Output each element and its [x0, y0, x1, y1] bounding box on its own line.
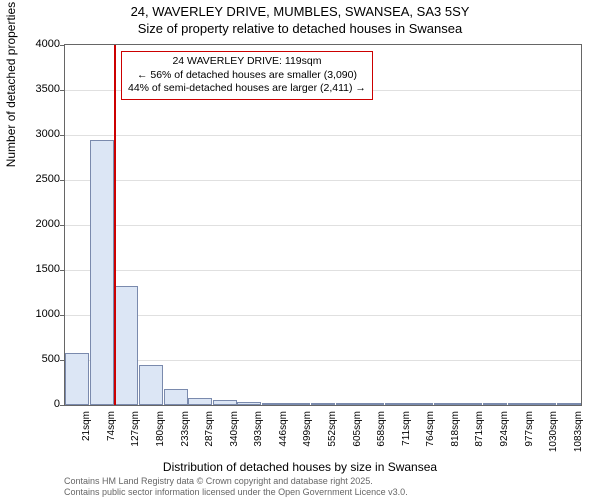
xtick-label: 924sqm — [499, 411, 510, 461]
histogram-bar — [483, 403, 507, 405]
histogram-bar — [434, 403, 458, 405]
xtick-label: 1030sqm — [548, 411, 559, 461]
histogram-bar — [557, 403, 581, 405]
xtick-label: 446sqm — [278, 411, 289, 461]
xtick-label: 552sqm — [327, 411, 338, 461]
ytick-label: 0 — [20, 398, 60, 410]
ytick-label: 1000 — [20, 308, 60, 320]
histogram-bar — [90, 140, 114, 406]
histogram-bar — [360, 403, 384, 405]
histogram-bar — [188, 398, 212, 405]
ytick-mark — [60, 225, 65, 226]
footer-line-2: Contains public sector information licen… — [64, 487, 408, 497]
xtick-label: 233sqm — [180, 411, 191, 461]
grid-line — [65, 315, 581, 316]
footer-attribution: Contains HM Land Registry data © Crown c… — [64, 476, 408, 498]
histogram-bar — [532, 403, 556, 405]
ytick-mark — [60, 45, 65, 46]
ytick-label: 2000 — [20, 218, 60, 230]
xtick-label: 1083sqm — [573, 411, 584, 461]
grid-line — [65, 180, 581, 181]
ytick-mark — [60, 315, 65, 316]
xtick-label: 393sqm — [253, 411, 264, 461]
grid-line — [65, 360, 581, 361]
histogram-bar — [213, 400, 237, 405]
grid-line — [65, 225, 581, 226]
ytick-label: 2500 — [20, 173, 60, 185]
xtick-label: 871sqm — [474, 411, 485, 461]
annotation-line-3: 44% of semi-detached houses are larger (… — [128, 82, 366, 94]
xtick-label: 977sqm — [524, 411, 535, 461]
ytick-mark — [60, 180, 65, 181]
xtick-label: 818sqm — [450, 411, 461, 461]
histogram-bar — [385, 403, 409, 405]
xtick-label: 605sqm — [352, 411, 363, 461]
histogram-bar — [237, 402, 261, 405]
histogram-bar — [286, 403, 310, 405]
histogram-bar — [508, 403, 532, 405]
title-line-2: Size of property relative to detached ho… — [138, 21, 462, 36]
x-axis-label: Distribution of detached houses by size … — [0, 460, 600, 474]
ytick-label: 1500 — [20, 263, 60, 275]
histogram-bar — [164, 389, 188, 405]
ytick-label: 3000 — [20, 128, 60, 140]
histogram-bar — [114, 286, 138, 405]
xtick-label: 711sqm — [401, 411, 412, 461]
annotation-line-2: ← 56% of detached houses are smaller (3,… — [137, 69, 357, 81]
y-axis-label: Number of detached properties — [4, 2, 18, 167]
xtick-label: 74sqm — [106, 411, 117, 461]
ytick-mark — [60, 270, 65, 271]
xtick-label: 287sqm — [204, 411, 215, 461]
histogram-bar — [139, 365, 163, 405]
title-line-1: 24, WAVERLEY DRIVE, MUMBLES, SWANSEA, SA… — [131, 4, 470, 19]
histogram-bar — [65, 353, 89, 405]
reference-line — [114, 45, 116, 405]
ytick-mark — [60, 135, 65, 136]
histogram-bar — [458, 403, 482, 405]
histogram-bar — [262, 403, 286, 405]
histogram-bar — [336, 403, 360, 405]
xtick-label: 21sqm — [81, 411, 92, 461]
histogram-bar — [311, 403, 335, 405]
ytick-label: 3500 — [20, 83, 60, 95]
chart-title: 24, WAVERLEY DRIVE, MUMBLES, SWANSEA, SA… — [0, 0, 600, 38]
xtick-label: 340sqm — [229, 411, 240, 461]
chart-container: 24, WAVERLEY DRIVE, MUMBLES, SWANSEA, SA… — [0, 0, 600, 500]
ytick-mark — [60, 405, 65, 406]
plot-area: 24 WAVERLEY DRIVE: 119sqm ← 56% of detac… — [64, 44, 582, 406]
grid-line — [65, 135, 581, 136]
histogram-bar — [409, 403, 433, 405]
annotation-line-1: 24 WAVERLEY DRIVE: 119sqm — [172, 55, 321, 67]
footer-line-1: Contains HM Land Registry data © Crown c… — [64, 476, 373, 486]
xtick-label: 658sqm — [376, 411, 387, 461]
xtick-label: 180sqm — [155, 411, 166, 461]
xtick-label: 764sqm — [425, 411, 436, 461]
grid-line — [65, 270, 581, 271]
xtick-label: 127sqm — [130, 411, 141, 461]
ytick-label: 4000 — [20, 38, 60, 50]
ytick-label: 500 — [20, 353, 60, 365]
annotation-box: 24 WAVERLEY DRIVE: 119sqm ← 56% of detac… — [121, 51, 373, 100]
xtick-label: 499sqm — [302, 411, 313, 461]
ytick-mark — [60, 90, 65, 91]
